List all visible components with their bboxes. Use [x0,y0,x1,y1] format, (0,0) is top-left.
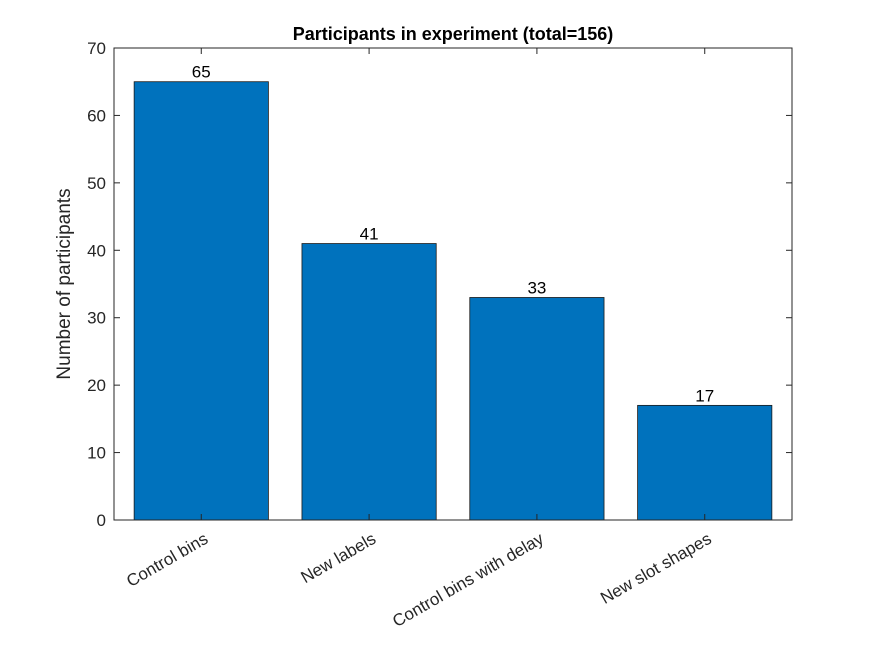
y-axis-label: Number of participants [54,188,75,379]
x-category-label-1: New labels [298,529,380,587]
y-tick-label-3: 30 [87,309,106,328]
y-tick-label-6: 60 [87,106,106,125]
x-category-label-0: Control bins [123,529,211,591]
data-label-2: 33 [527,278,546,297]
data-label-0: 65 [192,63,211,82]
y-tick-label-5: 50 [87,174,106,193]
data-label-3: 17 [695,386,714,405]
y-tick-label-1: 10 [87,444,106,463]
bar-3 [637,404,773,521]
bar-0 [133,81,269,521]
x-category-label-2: Control bins with delay [389,529,547,631]
bar-2 [469,297,605,521]
bar-1 [301,243,437,521]
chart-title: Participants in experiment (total=156) [293,24,614,44]
axes-box [113,47,793,521]
data-label-1: 41 [360,225,379,244]
y-tick-label-0: 0 [97,511,106,530]
x-category-label-3: New slot shapes [597,529,715,608]
y-tick-label-2: 20 [87,376,106,395]
y-tick-label-7: 70 [87,39,106,58]
plot-area: 0 10 20 30 40 50 60 70 Control bins 65 New labels 4… [87,39,793,631]
y-tick-label-4: 40 [87,241,106,260]
